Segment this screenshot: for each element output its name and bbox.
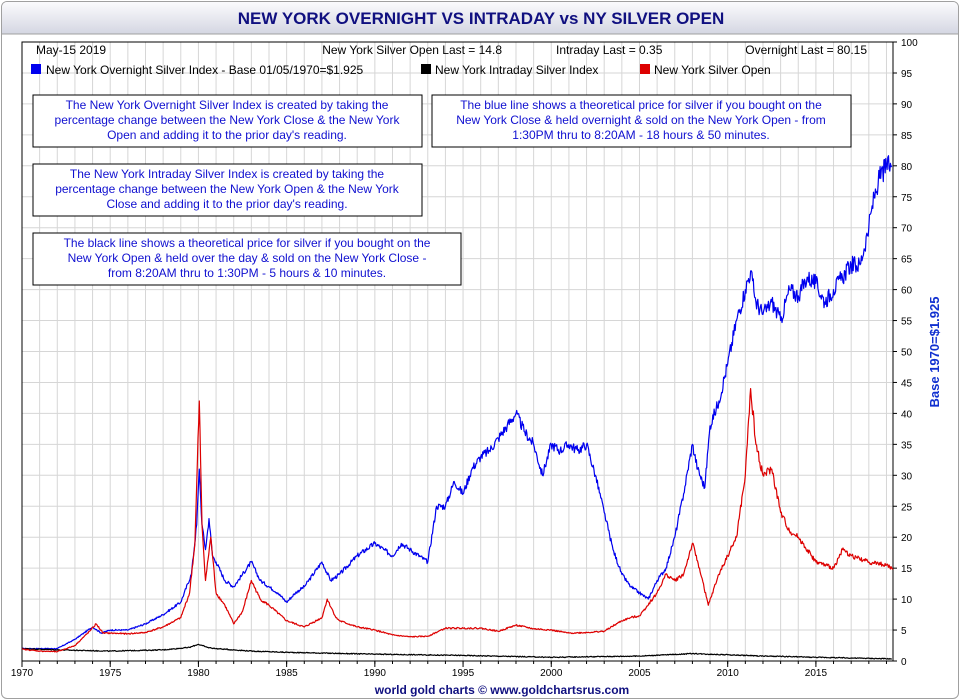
- x-tick-label: 1990: [364, 668, 387, 679]
- overnight-last: Overnight Last = 80.15: [745, 43, 867, 57]
- x-tick-label: 1970: [11, 668, 34, 679]
- y-tick-label: 30: [901, 471, 913, 482]
- legend-swatch-overnight: [31, 64, 41, 74]
- x-tick-label: 1995: [452, 668, 475, 679]
- note-line: The New York Overnight Silver Index is c…: [66, 98, 389, 112]
- date-label: May-15 2019: [36, 43, 106, 57]
- note-box: [32, 163, 423, 217]
- y-tick-label: 70: [901, 224, 913, 235]
- title-bar: [2, 2, 958, 34]
- y-tick-label: 5: [901, 626, 907, 637]
- note-line: New York Close & held overnight & sold o…: [456, 113, 826, 127]
- y-tick-label: 20: [901, 533, 913, 544]
- x-tick-label: 1985: [276, 668, 299, 679]
- note-line: percentage change between the New York O…: [55, 182, 400, 196]
- legend: New York Overnight Silver Index - Base 0…: [31, 63, 771, 77]
- note-blue-line: The blue line shows a theoretical price …: [431, 94, 852, 148]
- legend-silver-open: New York Silver Open: [654, 63, 771, 77]
- note-overnight-index: The New York Overnight Silver Index is c…: [32, 94, 423, 148]
- y-tick-label: 0: [901, 657, 907, 668]
- y-axis-label: Base 1970=$1.925: [927, 297, 942, 408]
- note-line: The blue line shows a theoretical price …: [460, 98, 822, 112]
- x-tick-label: 2010: [717, 668, 740, 679]
- x-tick-label: 2000: [540, 668, 563, 679]
- x-tick-label: 1975: [99, 668, 122, 679]
- footer-credit: world gold charts © www.goldchartsrus.co…: [374, 683, 629, 697]
- y-tick-label: 95: [901, 69, 913, 80]
- y-tick-label: 80: [901, 162, 913, 173]
- note-box: [32, 94, 423, 148]
- silver-open-last: New York Silver Open Last = 14.8: [322, 43, 502, 57]
- note-line: percentage change between the New York C…: [55, 113, 401, 127]
- y-tick-label: 50: [901, 348, 913, 359]
- note-line: Close and adding it to the prior day's r…: [106, 197, 347, 211]
- y-tick-label: 85: [901, 131, 913, 142]
- note-box: [32, 232, 462, 286]
- note-box: [431, 94, 852, 148]
- note-line: The New York Intraday Silver Index is cr…: [70, 167, 384, 181]
- y-axis: 0 5 10 15 20 25 30 35 40 45 50 55 60 65 70 75 80 85 90 95 10…: [893, 38, 918, 668]
- y-tick-label: 55: [901, 317, 913, 328]
- note-line: The black line shows a theoretical price…: [64, 236, 431, 250]
- x-tick-label: 2015: [805, 668, 828, 679]
- legend-intraday: New York Intraday Silver Index: [435, 63, 598, 77]
- y-tick-label: 100: [901, 38, 918, 49]
- x-tick-label: 2005: [628, 668, 651, 679]
- y-tick-label: 40: [901, 409, 913, 420]
- note-line: from 8:20AM thru to 1:30PM - 5 hours & 1…: [108, 266, 386, 280]
- x-tick-label: 1980: [187, 668, 210, 679]
- y-tick-label: 25: [901, 502, 913, 513]
- legend-overnight: New York Overnight Silver Index - Base 0…: [46, 63, 364, 77]
- y-tick-label: 15: [901, 564, 913, 575]
- legend-swatch-intraday: [421, 64, 431, 74]
- series-silver-open-line: [21, 388, 894, 653]
- x-axis: 1970 1975 1980 1985 1990 1995 2000 2005 2010 2015: [11, 661, 887, 679]
- y-tick-label: 90: [901, 100, 913, 111]
- note-line: Open and adding it to the prior day's re…: [107, 128, 347, 142]
- y-tick-label: 45: [901, 378, 913, 389]
- chart-title: NEW YORK OVERNIGHT VS INTRADAY vs NY SIL…: [238, 9, 725, 28]
- y-tick-label: 60: [901, 286, 913, 297]
- series-layer: [21, 155, 894, 660]
- y-tick-label: 65: [901, 255, 913, 266]
- series-overnight-line: [21, 155, 893, 650]
- note-line: New York Open & held over the day & sold…: [68, 251, 427, 265]
- note-intraday-index: The New York Intraday Silver Index is cr…: [32, 163, 423, 217]
- legend-swatch-silver-open: [640, 64, 650, 74]
- note-line: 1:30PM thru to 8:20AM - 18 hours & 50 mi…: [512, 128, 769, 142]
- y-tick-label: 35: [901, 440, 913, 451]
- y-tick-label: 10: [901, 595, 913, 606]
- intraday-last: Intraday Last = 0.35: [556, 43, 663, 57]
- series-intraday-line: [21, 643, 892, 660]
- y-tick-label: 75: [901, 193, 913, 204]
- note-black-line: The black line shows a theoretical price…: [32, 232, 462, 286]
